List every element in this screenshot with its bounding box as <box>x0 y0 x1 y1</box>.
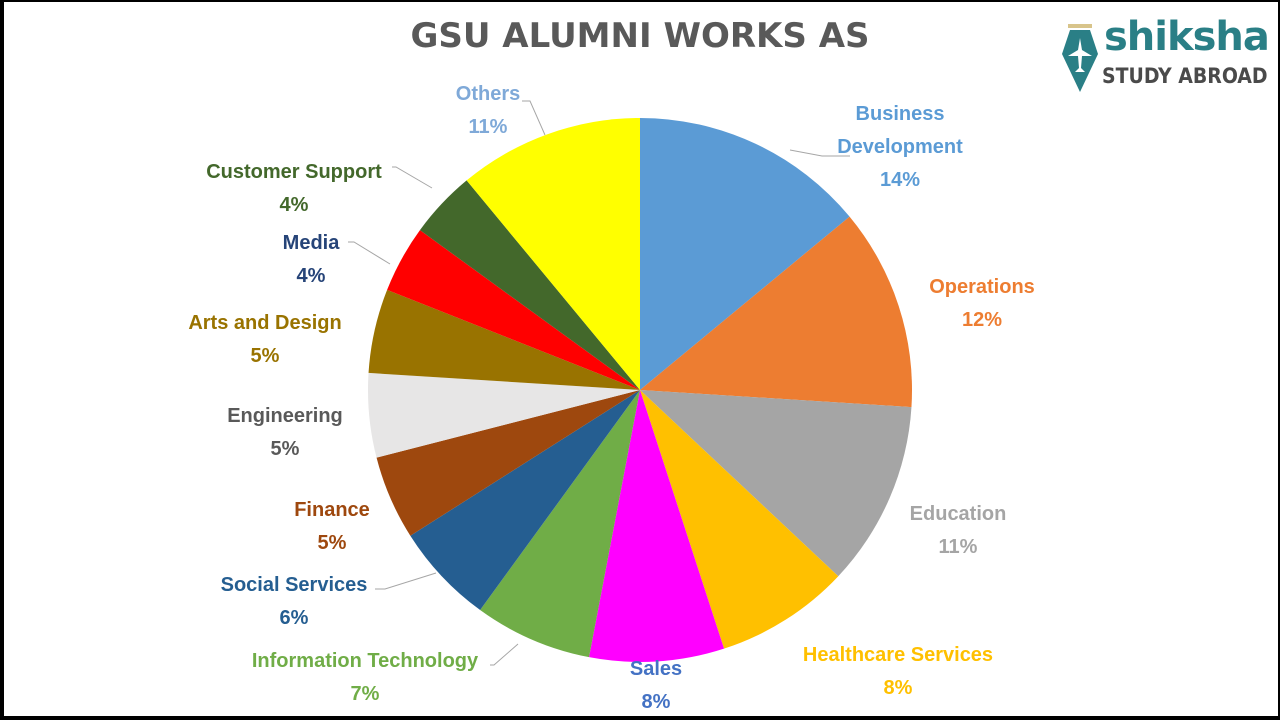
label-percent: 8% <box>883 677 913 699</box>
data-label-finance: Finance 5% <box>294 494 370 560</box>
data-label-engineering: Engineering 5% <box>227 400 343 466</box>
label-percent: 4% <box>279 194 309 216</box>
pie-chart <box>348 100 912 666</box>
label-percent: 5% <box>317 532 347 554</box>
pie-slice-media <box>387 230 640 390</box>
data-label-business-development: Business Development 14% <box>837 98 963 197</box>
data-label-operations: Operations 12% <box>929 271 1035 337</box>
leader-line <box>392 166 433 189</box>
pen-nib-airplane-icon <box>1062 24 1098 92</box>
label-percent: 8% <box>641 691 671 713</box>
label-category: Development <box>837 136 963 158</box>
data-label-healthcare-services: Healthcare Services 8% <box>803 639 993 705</box>
pie-slice-engineering <box>368 372 640 458</box>
label-category: Information Technology <box>251 650 479 672</box>
pie-slice-others <box>466 118 640 390</box>
pie-slice-arts-and-design <box>368 289 640 390</box>
pie-slice-customer-support <box>419 180 640 390</box>
pie-slice-operations <box>640 216 912 408</box>
label-percent: 11% <box>468 116 508 138</box>
label-category: Finance <box>294 499 370 521</box>
label-percent: 5% <box>250 345 280 367</box>
pie-slice-social-services <box>410 390 640 611</box>
pie-slice-education <box>640 390 912 577</box>
data-label-media: Media 4% <box>283 227 340 293</box>
leader-line <box>522 100 546 136</box>
shiksha-logo: shiksha STUDY ABROAD <box>1058 14 1270 96</box>
label-category: Customer Support <box>206 161 382 183</box>
leader-line <box>348 241 391 265</box>
logo-wordmark: shiksha <box>1104 14 1270 60</box>
chart-title: GSU ALUMNI WORKS AS <box>410 16 870 56</box>
label-percent: 12% <box>961 309 1003 331</box>
label-category: Arts and Design <box>188 312 342 334</box>
data-label-information-technology: Information Technology 7% <box>252 645 478 711</box>
data-label-arts-and-design: Arts and Design 5% <box>188 307 341 373</box>
data-label-social-services: Social Services 6% <box>221 569 368 635</box>
label-percent: 14% <box>879 169 921 191</box>
label-category: Operations <box>929 276 1035 298</box>
leader-line <box>490 643 519 666</box>
label-category: Sales <box>629 658 683 680</box>
data-label-education: Education 11% <box>910 498 1007 564</box>
label-category: Business <box>855 103 945 125</box>
pie-slice-sales <box>589 390 725 663</box>
label-category: Healthcare Services <box>802 644 994 666</box>
pie-slice-business-development <box>640 118 850 390</box>
data-label-customer-support: Customer Support 4% <box>206 156 382 222</box>
label-category: Media <box>282 232 340 254</box>
pie-slice-finance <box>376 390 640 536</box>
logo-subtitle: STUDY ABROAD <box>1102 64 1268 88</box>
label-percent: 11% <box>938 536 978 558</box>
label-percent: 7% <box>350 683 380 705</box>
data-label-sales: Sales 8% <box>630 653 682 716</box>
label-percent: 5% <box>270 438 300 460</box>
pie-slice-healthcare-services <box>640 390 839 649</box>
label-category: Engineering <box>227 405 343 427</box>
leader-line <box>789 149 850 157</box>
leader-line <box>375 572 437 590</box>
label-category: Others <box>455 83 521 105</box>
chart-area: GSU ALUMNI WORKS AS shiksha STUDY ABROAD… <box>4 2 1278 716</box>
label-category: Social Services <box>220 574 368 596</box>
pie-slice-information-technology <box>480 390 640 658</box>
label-category: Education <box>909 503 1007 525</box>
label-percent: 6% <box>279 607 309 629</box>
data-label-others: Others 11% <box>456 78 520 144</box>
label-percent: 4% <box>296 265 326 287</box>
